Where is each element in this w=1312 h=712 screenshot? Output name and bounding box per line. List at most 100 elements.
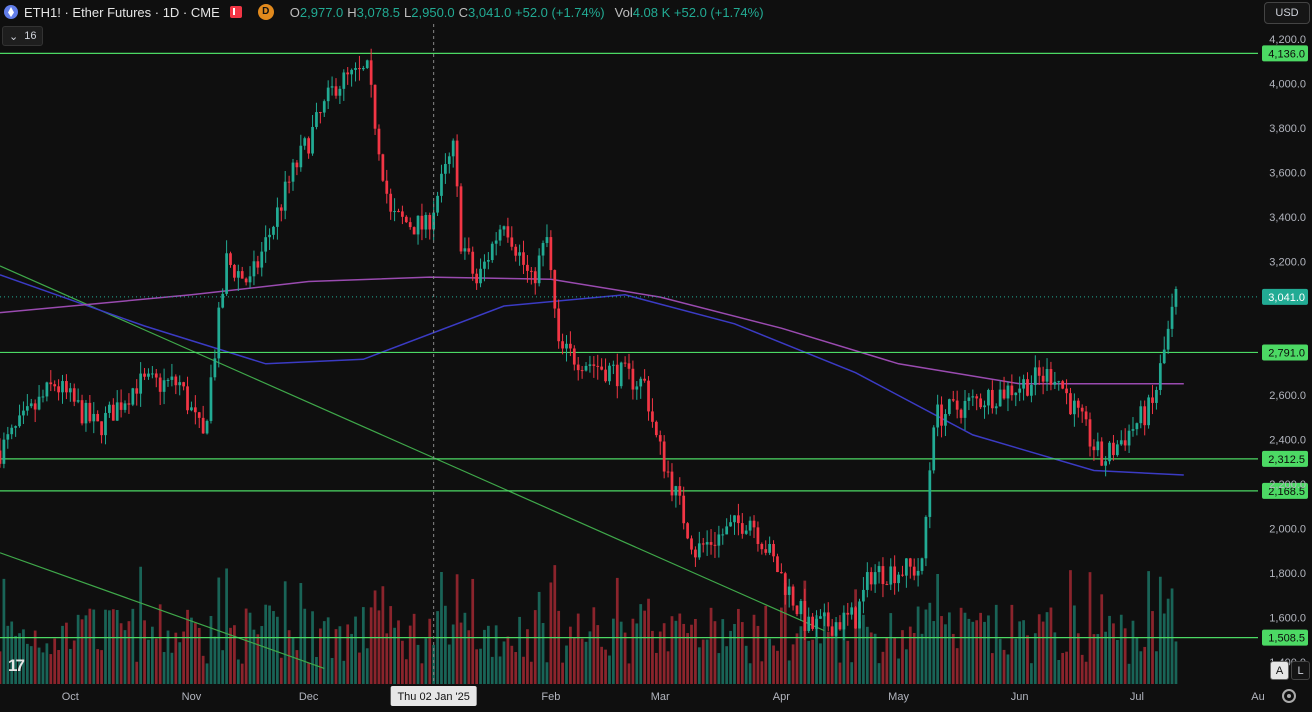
candle-body: [963, 400, 967, 418]
candle-body: [565, 343, 568, 349]
candle-body: [334, 86, 338, 96]
level-label: 2,312.5: [1268, 454, 1305, 466]
candle-body: [463, 248, 467, 252]
tradingview-logo[interactable]: 17: [8, 656, 25, 675]
volume-bar: [526, 629, 529, 684]
candle-body: [666, 471, 670, 473]
volume-bar: [1096, 634, 1100, 684]
volume-bar: [436, 611, 439, 684]
volume-bar: [576, 613, 580, 684]
x-tick-label: Jul: [1130, 691, 1144, 703]
candle-body: [776, 556, 779, 573]
candle-body: [1026, 379, 1029, 396]
volume-bar: [432, 644, 436, 684]
candle-body: [1131, 429, 1135, 431]
candle-body: [787, 586, 791, 595]
candle-body: [158, 377, 162, 392]
volume-bar: [381, 586, 385, 684]
volume-bar: [1022, 620, 1025, 684]
volume-bar: [498, 656, 502, 684]
trendline: [0, 265, 825, 632]
volume-bar: [1014, 638, 1018, 684]
volume-bar: [68, 648, 72, 684]
volume-bar: [37, 647, 41, 684]
ma-fast-line: [0, 274, 1184, 476]
indicator-count: 16: [24, 30, 37, 42]
candle-body: [111, 404, 115, 421]
volume-bar: [713, 621, 717, 684]
volume-bar: [627, 663, 631, 684]
candle-body: [721, 534, 725, 536]
candle-body: [76, 400, 80, 402]
volume-bar: [862, 614, 865, 684]
candle-body: [994, 406, 998, 409]
volume-bar: [123, 630, 127, 684]
volume-bar: [1006, 654, 1010, 684]
candle-body: [61, 381, 64, 393]
symbol-title[interactable]: ETH1! · Ether Futures · 1D · CME: [24, 4, 220, 20]
volume-bar: [1076, 633, 1080, 684]
candle-body: [174, 376, 178, 386]
candle-body: [260, 251, 264, 268]
candle-body: [729, 522, 732, 527]
candle-body: [1112, 442, 1115, 456]
candle-body: [1080, 407, 1084, 412]
volume-bar: [686, 633, 689, 684]
candle-body: [912, 566, 916, 576]
settings-gear-icon[interactable]: [1282, 689, 1296, 703]
candle-body: [92, 413, 96, 422]
level-label-bg: [1262, 482, 1308, 499]
candle-body: [850, 607, 854, 615]
candle-body: [1170, 306, 1174, 329]
volume-bar: [998, 638, 1002, 684]
y-tick-label: 4,000.0: [1269, 79, 1306, 91]
candle-body: [905, 558, 908, 576]
candlesticks: [0, 48, 1178, 641]
candle-body: [467, 248, 471, 252]
candle-body: [998, 389, 1002, 407]
candle-body: [1166, 328, 1170, 350]
volume-bar: [174, 632, 178, 684]
y-tick-label: 3,400.0: [1269, 212, 1306, 224]
candle-body: [1155, 389, 1158, 403]
candle-body: [615, 364, 619, 387]
candle-body: [908, 558, 912, 567]
volume-bar: [502, 641, 506, 684]
volume-bar: [799, 626, 803, 684]
candle-body: [608, 365, 611, 382]
flag-icon[interactable]: [229, 6, 242, 18]
candle-body: [45, 382, 49, 397]
candle-body: [889, 566, 893, 585]
volume-bar: [303, 608, 307, 684]
y-tick-label: 2,200.0: [1269, 479, 1306, 491]
currency-selector[interactable]: USD: [1264, 2, 1310, 24]
auto-scale-button[interactable]: A: [1270, 661, 1289, 680]
volume-bar: [514, 652, 518, 684]
candle-body: [373, 84, 377, 129]
candle-body: [1041, 375, 1045, 382]
candle-body: [779, 572, 783, 574]
volume-bar: [881, 651, 885, 684]
volume-bar: [252, 629, 256, 684]
volume-bar: [510, 645, 514, 684]
volume-bar: [268, 605, 271, 684]
volume-bar: [455, 574, 459, 684]
candle-body: [580, 370, 584, 372]
candle-body: [592, 364, 596, 366]
candle-body: [29, 403, 33, 407]
log-scale-button[interactable]: L: [1291, 661, 1310, 680]
candle-body: [80, 400, 84, 424]
candle-body: [1065, 388, 1068, 394]
volume-bar: [975, 620, 979, 684]
indicator-collapse-button[interactable]: ⌄ 16: [2, 26, 44, 46]
candle-body: [1088, 419, 1092, 447]
candle-body: [244, 278, 248, 283]
volume-bar: [1033, 633, 1037, 684]
volume-bar: [444, 605, 447, 684]
candle-body: [385, 180, 389, 194]
volume-bar: [819, 643, 822, 684]
candle-body: [674, 486, 678, 496]
candle-body: [1076, 400, 1080, 408]
volume-bar: [358, 652, 361, 684]
